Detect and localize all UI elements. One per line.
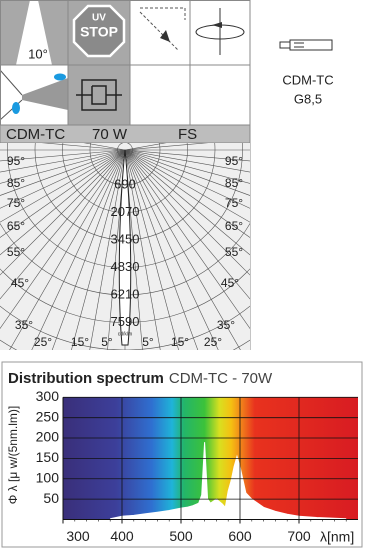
polar-spoke bbox=[124, 149, 161, 350]
angle-label: 35° bbox=[217, 318, 235, 332]
angle-label: 85° bbox=[225, 176, 243, 190]
polar-lamp: CDM-TC bbox=[6, 126, 65, 143]
unit-label: cd/klm bbox=[118, 331, 132, 337]
polar-spoke bbox=[124, 149, 250, 223]
polar-spoke bbox=[124, 149, 250, 184]
angle-label: 95° bbox=[7, 154, 25, 168]
angle-label: 65° bbox=[7, 219, 25, 233]
angle-label: 5° bbox=[101, 335, 113, 349]
polar-spoke bbox=[31, 149, 126, 350]
beam-angle: 10° bbox=[28, 46, 48, 61]
angle-label: 35° bbox=[15, 318, 33, 332]
ring-label: 4830 bbox=[111, 259, 140, 274]
y-tick-label: 150 bbox=[36, 449, 60, 465]
polar-spoke bbox=[124, 149, 219, 350]
angle-label: 45° bbox=[11, 276, 29, 290]
polar-spoke bbox=[0, 149, 126, 209]
polar-spoke bbox=[0, 149, 126, 173]
polar-spoke bbox=[9, 149, 126, 350]
polar-spoke bbox=[0, 149, 126, 196]
polar-spoke bbox=[0, 149, 126, 238]
x-tick-label: 300 bbox=[66, 528, 90, 544]
angle-label: 25° bbox=[34, 335, 52, 349]
spectrum-subtitle: CDM-TC - 70W bbox=[169, 370, 273, 387]
polar-spoke bbox=[124, 143, 209, 151]
x-axis-label: λ[nm] bbox=[320, 529, 354, 545]
spectrum-heading: Distribution spectrum CDM-TC - 70W bbox=[8, 370, 273, 387]
polar-spoke bbox=[124, 149, 250, 173]
angle-label: 55° bbox=[7, 245, 25, 259]
ring-label: 7590 bbox=[111, 314, 140, 329]
angle-label: 75° bbox=[7, 196, 25, 210]
polar-spoke bbox=[124, 149, 179, 350]
angle-label: 15° bbox=[171, 335, 189, 349]
y-tick-label: 200 bbox=[36, 429, 60, 445]
icon-grid bbox=[0, 0, 333, 350]
polar-spoke bbox=[124, 149, 241, 350]
polar-spoke bbox=[51, 149, 126, 350]
ring-label: 3450 bbox=[111, 231, 140, 246]
x-tick-label: 700 bbox=[287, 528, 311, 544]
x-tick-label: 600 bbox=[228, 528, 252, 544]
angle-label: 5° bbox=[142, 335, 154, 349]
polar-spoke bbox=[124, 149, 143, 350]
y-tick-label: 300 bbox=[36, 388, 60, 404]
lamp-name: CDM-TC bbox=[282, 72, 333, 87]
angle-label: 25° bbox=[204, 335, 222, 349]
polar-spoke bbox=[124, 149, 250, 196]
polar-spoke bbox=[124, 149, 250, 276]
polar-spoke bbox=[124, 149, 250, 300]
angle-label: 75° bbox=[225, 196, 243, 210]
angle-label: 65° bbox=[225, 219, 243, 233]
polar-spoke bbox=[0, 149, 126, 223]
polar-beam: FS bbox=[178, 126, 197, 143]
polar-spoke bbox=[124, 149, 250, 238]
polar-spoke bbox=[0, 149, 126, 184]
polar-spoke bbox=[0, 149, 126, 300]
polar-spoke bbox=[0, 149, 126, 256]
angle-label: 15° bbox=[71, 335, 89, 349]
lamp-base: G8,5 bbox=[294, 91, 322, 106]
polar-spoke bbox=[41, 143, 126, 151]
ring-label: 6210 bbox=[111, 286, 140, 301]
angle-label: 95° bbox=[225, 154, 243, 168]
spectrum-area bbox=[110, 442, 347, 520]
polar-spoke bbox=[0, 149, 126, 162]
spectrum-title: Distribution spectrum bbox=[8, 370, 164, 387]
polar-spoke bbox=[124, 149, 199, 350]
stop-label: STOP bbox=[80, 24, 118, 40]
polar-spoke bbox=[124, 149, 250, 256]
intensity-curve bbox=[118, 149, 132, 346]
angle-label: 85° bbox=[7, 176, 25, 190]
polar-spoke bbox=[89, 149, 126, 350]
x-tick-label: 400 bbox=[110, 528, 134, 544]
y-tick-label: 250 bbox=[36, 408, 60, 424]
angle-label: 45° bbox=[221, 276, 239, 290]
polar-spoke bbox=[124, 149, 250, 162]
polar-power: 70 W bbox=[92, 126, 128, 143]
uv-label: UV bbox=[92, 13, 106, 24]
polar-spoke bbox=[0, 149, 126, 276]
polar-spoke bbox=[107, 149, 126, 350]
angle-label: 55° bbox=[225, 245, 243, 259]
y-tick-label: 100 bbox=[36, 469, 60, 485]
ring-label: 690 bbox=[114, 176, 136, 191]
y-axis-label: Φ λ [μ w/(5nm.lm)] bbox=[6, 406, 20, 505]
x-tick-label: 500 bbox=[169, 528, 193, 544]
polar-spoke bbox=[0, 149, 126, 330]
polar-spoke bbox=[124, 149, 250, 209]
y-tick-label: 50 bbox=[43, 490, 59, 506]
polar-spoke bbox=[124, 149, 250, 330]
ring-label: 2070 bbox=[111, 204, 140, 219]
polar-spoke bbox=[71, 149, 126, 350]
